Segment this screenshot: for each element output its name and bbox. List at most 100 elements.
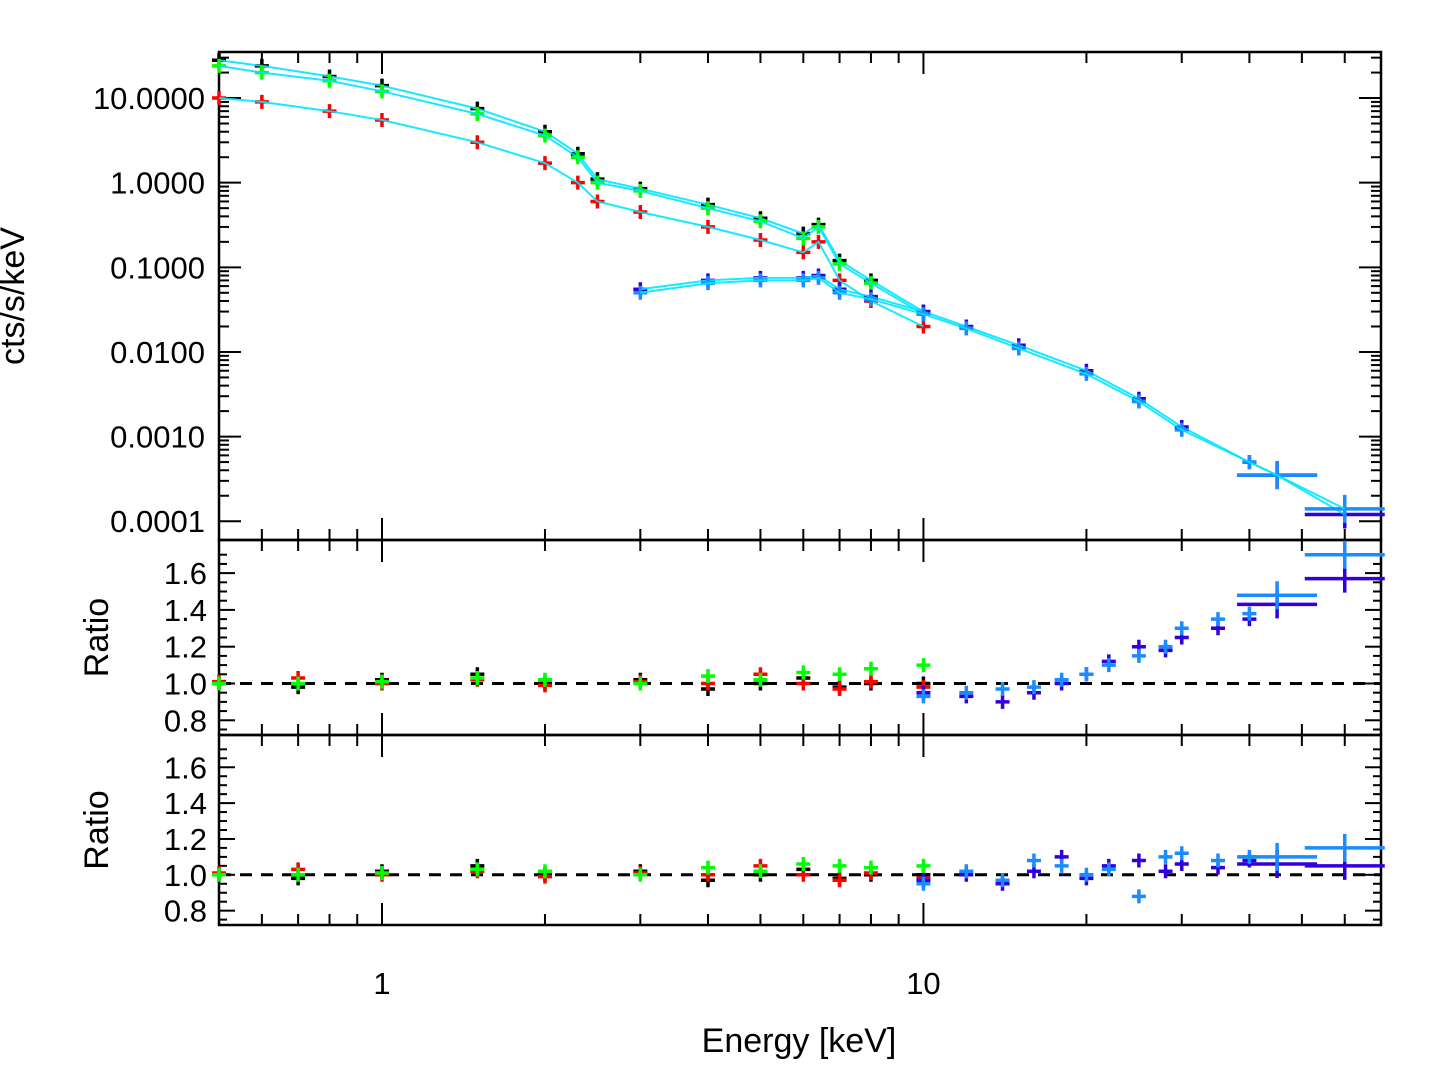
data-point-green (633, 867, 648, 882)
y-axis-label: cts/s/keV (0, 227, 32, 365)
data-point-green (633, 676, 648, 691)
series-green (212, 58, 931, 322)
data-point-blue (1304, 540, 1385, 569)
panel-spectrum: 10.0000 1.0000 0.1000 0.0100 0.0010 0.0001 cts… (0, 50, 1385, 542)
data-point-green (537, 672, 552, 687)
y-tick-label: 0.8 (164, 894, 207, 929)
series-green (212, 857, 931, 882)
y-axis-label: Ratio (78, 790, 116, 869)
y-tick-label: 10.0000 (93, 81, 205, 116)
series-red (212, 667, 931, 697)
data-point-blue (916, 876, 931, 891)
data-point-blue (916, 689, 931, 704)
data-point-green (700, 669, 715, 684)
data-point-blue (1237, 581, 1318, 610)
data-point-green (796, 857, 811, 872)
data-point-blue (995, 873, 1010, 888)
y-tick-label: 0.0001 (110, 504, 205, 539)
data-point-blue (1131, 889, 1146, 904)
data-point-green (832, 667, 847, 682)
data-point-blue (1237, 842, 1318, 871)
y-tick-label: 1.2 (164, 822, 207, 857)
data-point-blue (1158, 849, 1173, 864)
panel-ratio-2: 1.61.41.21.00.8 Ratio (78, 733, 1385, 929)
data-point-green (832, 858, 847, 873)
data-point-blue (1101, 862, 1116, 877)
model-line-green (218, 64, 924, 315)
data-point-green (291, 676, 306, 691)
series-black (212, 858, 931, 888)
data-point-green (537, 864, 552, 879)
data-point-green (212, 676, 226, 691)
series-red (212, 91, 931, 334)
y-tick-label: 1.6 (164, 750, 207, 785)
y-tick-label: 1.4 (164, 593, 207, 628)
data-point-green (470, 862, 485, 877)
y-tick-label: 1.6 (164, 556, 207, 591)
data-point-red (832, 682, 847, 697)
data-point-purple (1304, 564, 1385, 593)
y-axis-label: Ratio (78, 598, 116, 677)
series-purple (633, 268, 1385, 529)
y-tick-label: 0.8 (164, 703, 207, 738)
model-line-blue (640, 276, 1346, 510)
data-point-green (470, 670, 485, 685)
x-tick-label: 1 (373, 966, 390, 1001)
model-line-purple (640, 274, 1346, 516)
data-point-red (916, 319, 931, 334)
data-point-red (832, 873, 847, 888)
data-point-blue (1079, 667, 1094, 682)
data-point-blue (1079, 867, 1094, 882)
data-point-green (291, 867, 306, 882)
x-axis-label: Energy [keV] (702, 1022, 897, 1060)
y-tick-label: 1.2 (164, 630, 207, 665)
series-blue (916, 833, 1385, 904)
y-tick-label: 0.0010 (110, 420, 205, 455)
data-point-green (916, 658, 931, 673)
data-point-blue (1026, 853, 1041, 868)
data-point-blue (1211, 853, 1226, 868)
data-point-green (796, 665, 811, 680)
data-point-purple (995, 694, 1010, 709)
data-point-green (212, 867, 226, 882)
x-tick-label: 10 (906, 966, 940, 1001)
series-blue (916, 540, 1385, 704)
data-point-blue (959, 685, 974, 700)
data-point-green (374, 674, 389, 689)
y-tick-label: 0.1000 (110, 250, 205, 285)
y-tick-label: 1.0000 (110, 166, 205, 201)
data-point-blue (1158, 639, 1173, 654)
data-point-green (863, 661, 878, 676)
data-point-purple (1158, 864, 1173, 879)
y-tick-label: 1.0 (164, 666, 207, 701)
data-point-green (700, 860, 715, 875)
data-point-blue (1174, 621, 1189, 636)
data-point-red (863, 674, 878, 689)
data-point-blue (1054, 858, 1069, 873)
y-tick-label: 1.4 (164, 786, 207, 821)
data-point-blue (1101, 658, 1116, 673)
data-point-blue (959, 864, 974, 879)
series-purple (916, 564, 1385, 709)
series-red (212, 858, 931, 888)
data-point-blue (995, 682, 1010, 697)
data-point-purple (1131, 853, 1146, 868)
data-point-blue (1026, 680, 1041, 695)
data-point-green (863, 860, 878, 875)
data-point-blue (1131, 648, 1146, 663)
model-line-red (218, 97, 924, 328)
data-point-blue (1054, 672, 1069, 687)
data-point-blue (1211, 612, 1226, 627)
model-line-black (218, 59, 924, 313)
plot-frame (217, 538, 1383, 737)
data-point-blue (1174, 846, 1189, 861)
data-point-green (753, 672, 768, 687)
data-point-blue (1242, 606, 1257, 621)
y-tick-label: 0.0100 (110, 335, 205, 370)
series-blue (633, 270, 1385, 523)
data-point-blue (1304, 833, 1385, 862)
plot-frame (217, 733, 1383, 927)
series-black (212, 667, 931, 697)
y-tick-label: 1.0 (164, 858, 207, 893)
